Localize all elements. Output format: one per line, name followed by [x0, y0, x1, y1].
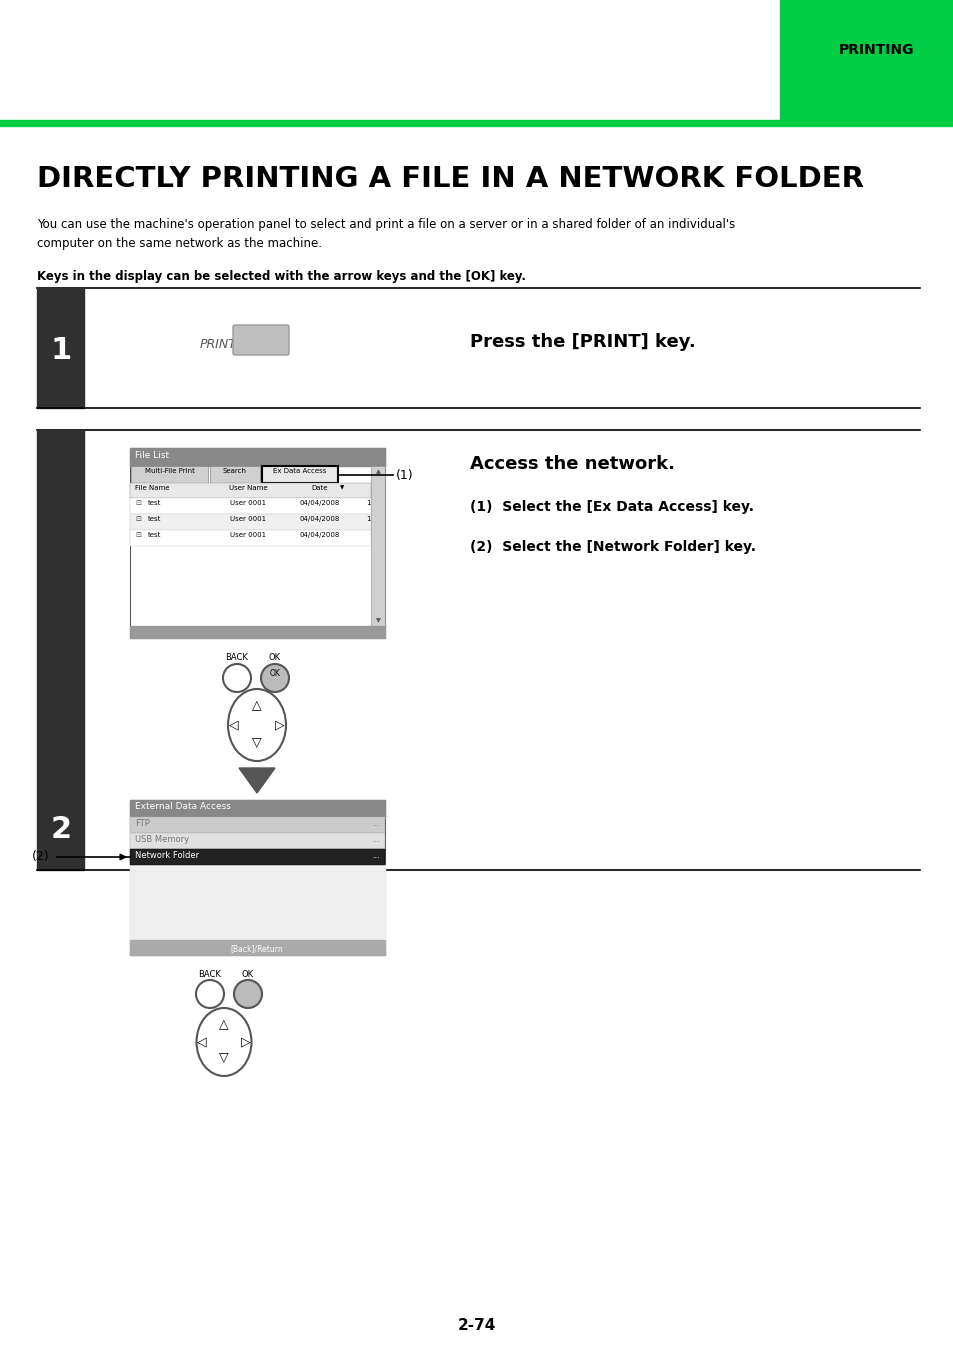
- Text: File Name: File Name: [135, 485, 170, 491]
- Text: ▽: ▽: [252, 736, 261, 749]
- Text: You can use the machine's operation panel to select and print a file on a server: You can use the machine's operation pane…: [37, 217, 735, 250]
- Text: ▽: ▽: [219, 1052, 229, 1064]
- Text: Press the [PRINT] key.: Press the [PRINT] key.: [470, 333, 695, 351]
- Text: ▼: ▼: [375, 618, 380, 622]
- Text: File List: File List: [135, 451, 169, 460]
- Circle shape: [233, 980, 262, 1008]
- Text: test: test: [148, 500, 161, 506]
- Text: 04/04/2008: 04/04/2008: [299, 500, 340, 506]
- Text: [Back]/Return: [Back]/Return: [231, 944, 283, 953]
- Text: Network Folder: Network Folder: [135, 850, 199, 860]
- Bar: [130, 626, 385, 639]
- Ellipse shape: [228, 688, 286, 761]
- Circle shape: [261, 664, 289, 693]
- Text: User 0001: User 0001: [230, 532, 266, 539]
- Bar: [37, 431, 84, 869]
- Text: ◁: ◁: [229, 718, 238, 732]
- Bar: [262, 466, 337, 483]
- Bar: [130, 498, 371, 514]
- Circle shape: [223, 664, 251, 693]
- Text: BACK: BACK: [225, 653, 248, 662]
- Text: ▷: ▷: [241, 1035, 251, 1049]
- Circle shape: [195, 980, 224, 1008]
- Bar: [371, 466, 385, 626]
- Bar: [780, 0, 953, 120]
- Bar: [130, 801, 385, 954]
- Text: 1: 1: [365, 516, 370, 522]
- Text: 04/04/2008: 04/04/2008: [299, 532, 340, 539]
- Text: User 0001: User 0001: [230, 516, 266, 522]
- Text: PRINT: PRINT: [200, 338, 236, 351]
- Text: Access the network.: Access the network.: [470, 455, 675, 472]
- Text: ◁: ◁: [197, 1035, 207, 1049]
- Text: ⊡: ⊡: [135, 532, 141, 539]
- Bar: [0, 120, 953, 126]
- Text: FTP: FTP: [135, 819, 150, 828]
- Text: ...: ...: [372, 836, 379, 844]
- Text: ▲: ▲: [375, 468, 380, 474]
- Text: Date: Date: [312, 485, 328, 491]
- Bar: [130, 833, 385, 849]
- Text: ▼: ▼: [339, 485, 344, 490]
- Bar: [130, 531, 371, 545]
- Text: (2)  Select the [Network Folder] key.: (2) Select the [Network Folder] key.: [470, 540, 755, 553]
- Bar: [37, 288, 84, 408]
- Text: test: test: [148, 532, 161, 539]
- Text: ⊡: ⊡: [135, 516, 141, 522]
- Text: ...: ...: [372, 819, 379, 828]
- Bar: [210, 466, 260, 483]
- Bar: [130, 448, 385, 466]
- Text: 2-74: 2-74: [457, 1318, 496, 1332]
- Text: DIRECTLY PRINTING A FILE IN A NETWORK FOLDER: DIRECTLY PRINTING A FILE IN A NETWORK FO…: [37, 165, 863, 193]
- Bar: [130, 514, 371, 531]
- Text: △: △: [252, 699, 261, 711]
- Ellipse shape: [196, 1008, 252, 1076]
- Text: Multi-File Print: Multi-File Print: [145, 468, 194, 474]
- Text: (2): (2): [32, 850, 50, 863]
- Bar: [130, 849, 385, 865]
- Text: USB Memory: USB Memory: [135, 836, 189, 844]
- Text: (1)  Select the [Ex Data Access] key.: (1) Select the [Ex Data Access] key.: [470, 500, 753, 514]
- Bar: [131, 466, 208, 483]
- Text: External Data Access: External Data Access: [135, 802, 231, 811]
- FancyBboxPatch shape: [233, 325, 289, 355]
- Text: ▷: ▷: [274, 718, 285, 732]
- Text: ...: ...: [372, 850, 379, 860]
- Bar: [130, 801, 385, 817]
- Text: OK: OK: [242, 971, 253, 979]
- Text: User Name: User Name: [229, 485, 267, 491]
- Text: PRINTING: PRINTING: [839, 43, 914, 57]
- Text: test: test: [148, 516, 161, 522]
- Text: OK: OK: [270, 668, 280, 678]
- Bar: [130, 865, 385, 940]
- Text: OK: OK: [269, 653, 281, 662]
- Text: User 0001: User 0001: [230, 500, 266, 506]
- Bar: [130, 940, 385, 954]
- Text: Search: Search: [223, 468, 247, 474]
- Text: 2: 2: [51, 815, 71, 844]
- Text: △: △: [219, 1018, 229, 1031]
- Bar: [130, 448, 385, 639]
- Bar: [130, 483, 371, 498]
- Text: 1: 1: [365, 500, 370, 506]
- Text: Ex Data Access: Ex Data Access: [273, 468, 326, 474]
- Text: ⊡: ⊡: [135, 500, 141, 506]
- Text: BACK: BACK: [198, 971, 221, 979]
- Text: (1): (1): [395, 468, 414, 482]
- Text: Keys in the display can be selected with the arrow keys and the [OK] key.: Keys in the display can be selected with…: [37, 270, 525, 284]
- Text: 04/04/2008: 04/04/2008: [299, 516, 340, 522]
- Polygon shape: [239, 768, 274, 792]
- Bar: [130, 817, 385, 833]
- Text: 1: 1: [51, 336, 71, 364]
